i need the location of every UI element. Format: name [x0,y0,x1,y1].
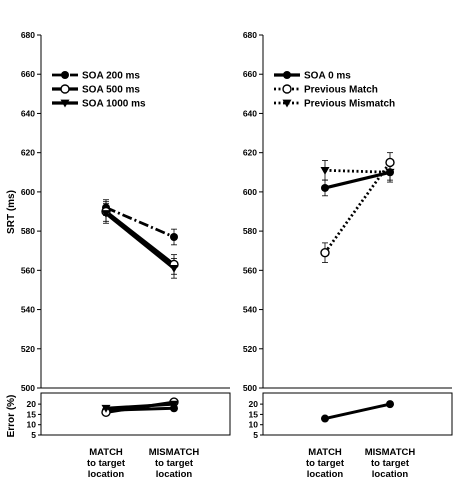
y-tick-label: 520 [21,344,35,354]
x-category-label: MISMATCH [149,447,200,458]
legend-label: SOA 1000 ms [82,99,146,110]
y-tick-label: 600 [21,187,35,197]
series-line [104,212,176,270]
error-data-point [386,400,394,409]
series-line [324,170,391,190]
y-tick-label: 520 [243,344,257,354]
legend-marker [61,71,69,79]
y-tick-label: 20 [249,399,259,409]
y-tick-label: 500 [243,383,257,393]
series-line [324,168,391,174]
error-data-point [321,414,329,423]
legend-marker [282,84,292,94]
data-point [385,168,395,177]
y-tick-label: 20 [27,399,37,409]
y-tick-label: 640 [243,108,257,118]
x-category-label: location [156,469,193,480]
data-point [169,264,179,273]
x-category-label: location [88,469,125,480]
y-tick-label: 660 [21,69,35,79]
x-category-label: to target [371,458,410,469]
data-point [320,166,330,175]
y-tick-label: 620 [21,148,35,158]
x-category-label: MISMATCH [365,447,416,458]
y-tick-label: 580 [21,226,35,236]
error-panel-frame [262,392,453,436]
data-point [321,183,329,192]
legend-label: SOA 200 ms [82,71,140,82]
y-tick-label: 540 [21,305,35,315]
error-panel-frame [40,392,231,436]
legend-marker [282,99,292,108]
y-tick-label: 680 [243,30,257,40]
series-line [323,161,392,254]
legend-label: Previous Mismatch [304,99,395,110]
y-tick-label: 5 [31,430,36,440]
x-category-label: MATCH [308,447,342,458]
y-tick-label: 5 [253,430,258,440]
legend-label: Previous Match [304,85,378,96]
y-tick-label: 15 [249,409,259,419]
x-category-label: to target [87,458,126,469]
data-point [101,210,111,218]
y-tick-label: 540 [243,305,257,315]
y-tick-label: 680 [21,30,35,40]
left-main-y-axis-label: SRT (ms) [6,190,17,234]
series-line [105,206,175,239]
data-point [385,157,395,168]
y-tick-label: 560 [243,265,257,275]
y-tick-label: 620 [243,148,257,158]
y-tick-label: 580 [243,226,257,236]
y-tick-label: 560 [21,265,35,275]
legend-marker [60,99,70,108]
error-data-point [169,400,179,409]
left-error-y-axis-label: Error (%) [6,395,17,438]
legend-marker [60,84,70,94]
y-tick-label: 600 [243,187,257,197]
x-category-label: location [307,469,344,480]
legend-label: SOA 500 ms [82,85,140,96]
error-series-line [105,402,175,410]
y-tick-label: 660 [243,69,257,79]
y-tick-label: 500 [21,383,35,393]
y-tick-label: 10 [249,420,259,430]
x-category-label: to target [155,458,194,469]
error-data-point [101,404,111,413]
x-category-label: MATCH [89,447,123,458]
error-series-line [324,402,391,420]
y-tick-label: 640 [21,108,35,118]
legend-label: SOA 0 ms [304,71,351,82]
left-panel: SRT (ms) Error (%) 500520540560580600620… [6,30,231,480]
x-category-label: to target [306,458,345,469]
y-tick-label: 15 [27,409,37,419]
y-tick-label: 10 [27,420,37,430]
data-point [320,247,330,258]
data-point [170,232,178,241]
x-category-label: location [372,469,409,480]
series-line [105,210,175,266]
legend-marker [283,71,291,79]
